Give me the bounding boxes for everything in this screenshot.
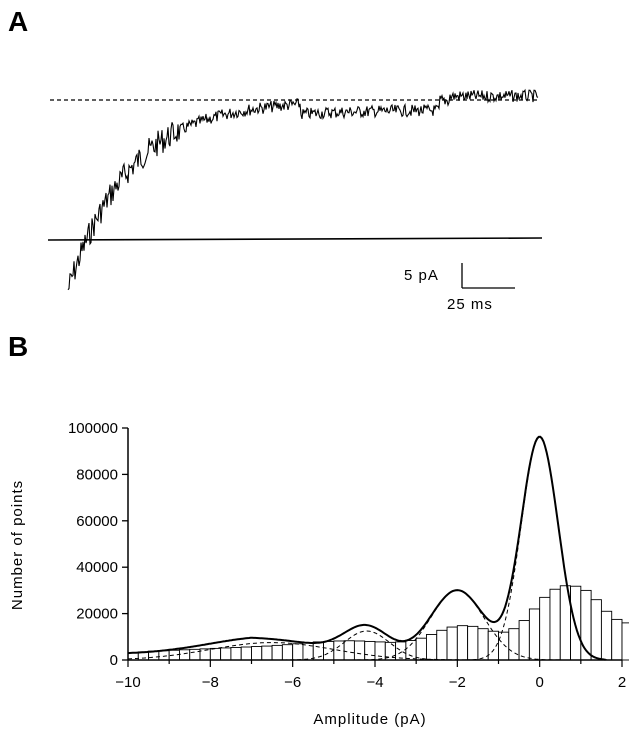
- scale-bar: 5 pA 25 ms: [404, 263, 515, 313]
- scale-bar-current-label: 5 pA: [404, 267, 439, 284]
- x-tick-label: 2: [618, 674, 626, 691]
- histogram-bar: [436, 629, 448, 661]
- gaussian-component-curve: [127, 642, 520, 661]
- histogram-bar: [343, 640, 355, 661]
- histogram-bar: [292, 643, 304, 661]
- y-tick-label: 20000: [76, 606, 118, 623]
- histogram-bar: [220, 647, 232, 661]
- gaussian-component-curve: [350, 589, 565, 661]
- histogram-bar: [353, 640, 366, 661]
- histogram-bar: [281, 644, 294, 661]
- histogram-bar: [426, 634, 438, 661]
- histogram-bar: [240, 646, 252, 661]
- histogram-bar: [539, 596, 551, 661]
- panel-a-label: A: [8, 6, 29, 37]
- histogram-bar: [467, 625, 479, 661]
- histogram-axes: 0 20000 40000 60000 80000 100000 −10 −8 −6 −4 −2 0 2: [68, 420, 626, 691]
- current-trace: [67, 88, 539, 291]
- y-tick-label: 40000: [76, 559, 118, 576]
- closed-level-baseline: [47, 237, 543, 241]
- sum-fit-curve: [127, 435, 606, 661]
- histogram-bar: [621, 622, 629, 661]
- histogram-bar: [251, 646, 263, 661]
- histogram-bar: [611, 618, 623, 661]
- x-tick-label: 0: [535, 674, 543, 691]
- histogram-bar: [518, 620, 530, 661]
- x-tick-label: −6: [284, 674, 301, 691]
- x-tick-label: −10: [115, 674, 140, 691]
- histogram-bar: [487, 630, 499, 661]
- histogram-bar: [477, 628, 489, 661]
- histogram-bar: [209, 647, 222, 661]
- histogram-bar: [528, 608, 541, 661]
- histogram-bar: [158, 650, 170, 661]
- histogram-bar: [415, 637, 427, 661]
- histogram-bar: [456, 625, 469, 661]
- y-tick-label: 80000: [76, 466, 118, 483]
- panel-b-label: B: [8, 331, 29, 362]
- x-tick-label: −4: [366, 674, 383, 691]
- x-tick-label: −8: [202, 674, 219, 691]
- histogram-bar: [590, 599, 602, 661]
- y-axis-title: Number of points: [9, 480, 26, 610]
- histogram-bar: [498, 631, 510, 661]
- histogram-bar: [600, 610, 613, 661]
- histogram-bar: [508, 628, 520, 661]
- y-tick-label: 100000: [68, 420, 118, 437]
- histogram-bar: [395, 641, 407, 661]
- histogram-bar: [374, 641, 386, 661]
- histogram-bar: [271, 644, 283, 661]
- y-tick-label: 60000: [76, 513, 118, 530]
- histogram-bars: [127, 585, 629, 661]
- scale-bar-time-label: 25 ms: [447, 296, 493, 313]
- current-trace-chart: 5 pA 25 ms: [47, 88, 543, 313]
- gaussian-component-curve: [276, 630, 458, 661]
- histogram-bar: [549, 588, 561, 661]
- histogram-bar: [179, 649, 191, 661]
- histogram-bar: [230, 647, 242, 661]
- histogram-bar: [446, 626, 458, 661]
- y-tick-label: 0: [110, 652, 118, 669]
- x-axis-title: Amplitude (pA): [313, 711, 426, 728]
- histogram-bar: [364, 640, 376, 661]
- histogram-bar: [405, 640, 417, 661]
- histogram-bar: [261, 645, 273, 661]
- x-tick-label: −2: [449, 674, 466, 691]
